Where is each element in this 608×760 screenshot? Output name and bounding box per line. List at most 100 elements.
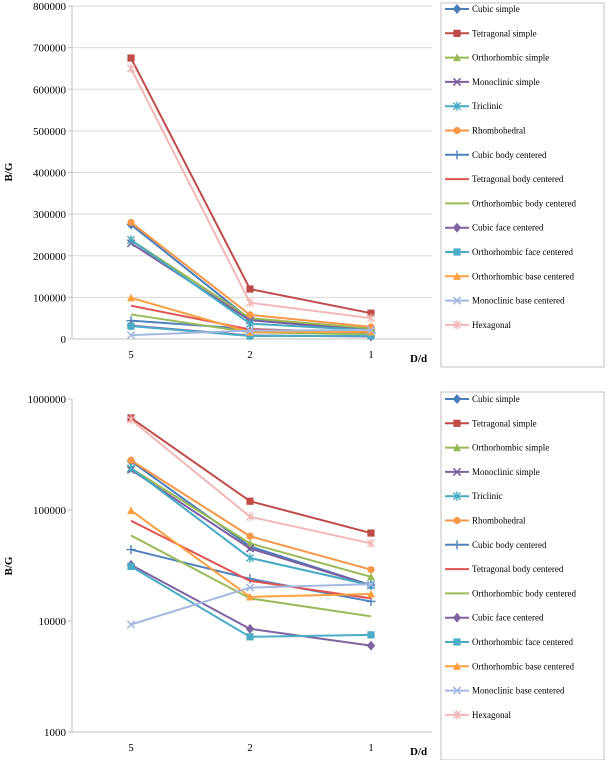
data-point xyxy=(245,553,255,563)
legend-label: Orthorhombic face centered xyxy=(472,637,573,647)
y-tick-label: 100000 xyxy=(33,292,67,304)
data-point xyxy=(246,497,254,505)
data-point xyxy=(367,572,375,581)
legend-item-triclinic: Triclinic xyxy=(445,101,503,111)
legend-marker xyxy=(452,77,462,87)
legend-item-monoclinic-base-centered: Monoclinic base centered xyxy=(445,686,565,696)
data-point xyxy=(245,544,255,553)
legend-marker xyxy=(453,272,461,280)
legend-item-monoclinic-simple: Monoclinic simple xyxy=(445,77,540,87)
series-monoclinic-base-centered xyxy=(126,579,376,629)
data-point xyxy=(127,456,135,464)
y-tick-label: 800000 xyxy=(33,1,67,13)
legend-marker xyxy=(453,53,461,62)
x-tick-label: 2 xyxy=(247,742,253,754)
legend-label: Tetragonal simple xyxy=(472,28,537,38)
y-tick-label: 100000 xyxy=(33,505,67,517)
legend-marker xyxy=(452,612,462,623)
x-axis-title: D/d xyxy=(410,746,427,758)
legend-label: Monoclinic base centered xyxy=(472,296,565,306)
series-orthorhombic-base-centered xyxy=(127,506,375,601)
legend-marker xyxy=(452,150,462,160)
legend-label: Cubic body centered xyxy=(472,540,547,550)
x-tick-label: 5 xyxy=(128,349,134,361)
data-point xyxy=(245,298,255,308)
data-point xyxy=(246,285,254,293)
legend-marker xyxy=(452,710,462,720)
legend-item-orthorhombic-base-centered: Orthorhombic base centered xyxy=(445,661,574,671)
legend-label: Orthorhombic face centered xyxy=(472,247,573,257)
legend-marker xyxy=(453,638,461,646)
data-point xyxy=(366,596,376,607)
series-line xyxy=(130,519,372,600)
legend-label: Cubic face centered xyxy=(472,613,544,623)
chart-1: 0 100000 200000 300000 400000 500000 600000 700… xyxy=(3,1,605,368)
legend-label: Orthorhombic body centered xyxy=(472,198,576,208)
legend-marker xyxy=(453,248,461,256)
legend-marker xyxy=(453,662,461,670)
legend-item-tetragonal-body-centered: Tetragonal body centered xyxy=(445,174,564,184)
data-point xyxy=(246,311,254,319)
x-axis-title: D/d xyxy=(410,353,427,365)
data-point xyxy=(246,539,254,548)
legend-item-orthorhombic-face-centered: Orthorhombic face centered xyxy=(445,637,573,647)
legend-label: Orthorhombic base centered xyxy=(472,271,574,281)
legend-marker xyxy=(452,320,462,330)
legend-label: Tetragonal simple xyxy=(472,418,537,428)
legend-item-monoclinic-base-centered: Monoclinic base centered xyxy=(445,296,565,306)
data-point xyxy=(366,538,376,549)
legend-label: Triclinic xyxy=(472,101,503,111)
legend-label: Orthorhombic base centered xyxy=(472,661,574,671)
y-tick-label: 1000 xyxy=(44,727,67,739)
legend-marker xyxy=(453,443,461,452)
legend-item-orthorhombic-face-centered: Orthorhombic face centered xyxy=(445,247,573,257)
data-point xyxy=(127,218,135,227)
legend-item-rhombohedral: Rhombohedral xyxy=(445,516,526,526)
series-orthorhombic-face-centered xyxy=(127,562,375,641)
legend-item-orthorhombic-base-centered: Orthorhombic base centered xyxy=(445,271,574,281)
data-point xyxy=(367,566,375,574)
data-point xyxy=(126,620,136,629)
legend-item-tetragonal-body-centered: Tetragonal body centered xyxy=(445,564,564,574)
legend-label: Tetragonal body centered xyxy=(472,564,564,574)
legend-item-cubic-face-centered: Cubic face centered xyxy=(445,223,544,233)
legend-marker xyxy=(452,540,462,550)
legend-marker xyxy=(453,516,461,525)
legend-label: Tetragonal body centered xyxy=(472,174,564,184)
legend-marker xyxy=(452,222,462,233)
data-point xyxy=(366,313,376,323)
legend-item-tetragonal-simple: Tetragonal simple xyxy=(445,418,537,428)
y-tick-label: 10000 xyxy=(39,616,67,628)
legend-item-rhombohedral: Rhombohedral xyxy=(445,126,526,136)
series-cubic-face-centered xyxy=(126,559,376,651)
data-point xyxy=(127,54,135,62)
legend-label: Monoclinic simple xyxy=(472,467,540,477)
data-point xyxy=(245,326,255,335)
y-tick-label: 700000 xyxy=(33,43,67,55)
legend-label: Cubic simple xyxy=(472,394,520,404)
data-point xyxy=(246,532,254,540)
legend-item-orthorhombic-body-centered: Orthorhombic body centered xyxy=(445,588,576,598)
y-tick-label: 0 xyxy=(61,334,67,346)
x-tick-label: 2 xyxy=(247,349,253,361)
data-point xyxy=(367,309,375,317)
legend-item-tetragonal-simple: Tetragonal simple xyxy=(445,28,537,38)
legend-item-orthorhombic-simple: Orthorhombic simple xyxy=(445,53,549,63)
y-tick-label: 1000000 xyxy=(28,394,67,406)
legend-marker xyxy=(453,29,461,37)
legend-item-monoclinic-simple: Monoclinic simple xyxy=(445,467,540,477)
legend-label: Cubic simple xyxy=(472,4,520,14)
legend-marker xyxy=(452,467,462,477)
legend-label: Rhombohedral xyxy=(472,126,526,136)
series-hexagonal xyxy=(126,415,376,549)
data-point xyxy=(126,63,136,74)
data-point xyxy=(245,512,255,522)
legend-label: Orthorhombic simple xyxy=(472,53,549,63)
data-point xyxy=(126,235,136,245)
chart-2: 1000 10000 100000 1000000 5 2 1 D/d B/G Cubic sim… xyxy=(3,391,605,760)
legend-label: Hexagonal xyxy=(472,710,511,720)
data-point xyxy=(367,589,375,598)
series-hexagonal xyxy=(126,63,376,323)
legend-label: Monoclinic simple xyxy=(472,77,540,87)
legend-marker xyxy=(452,296,462,305)
